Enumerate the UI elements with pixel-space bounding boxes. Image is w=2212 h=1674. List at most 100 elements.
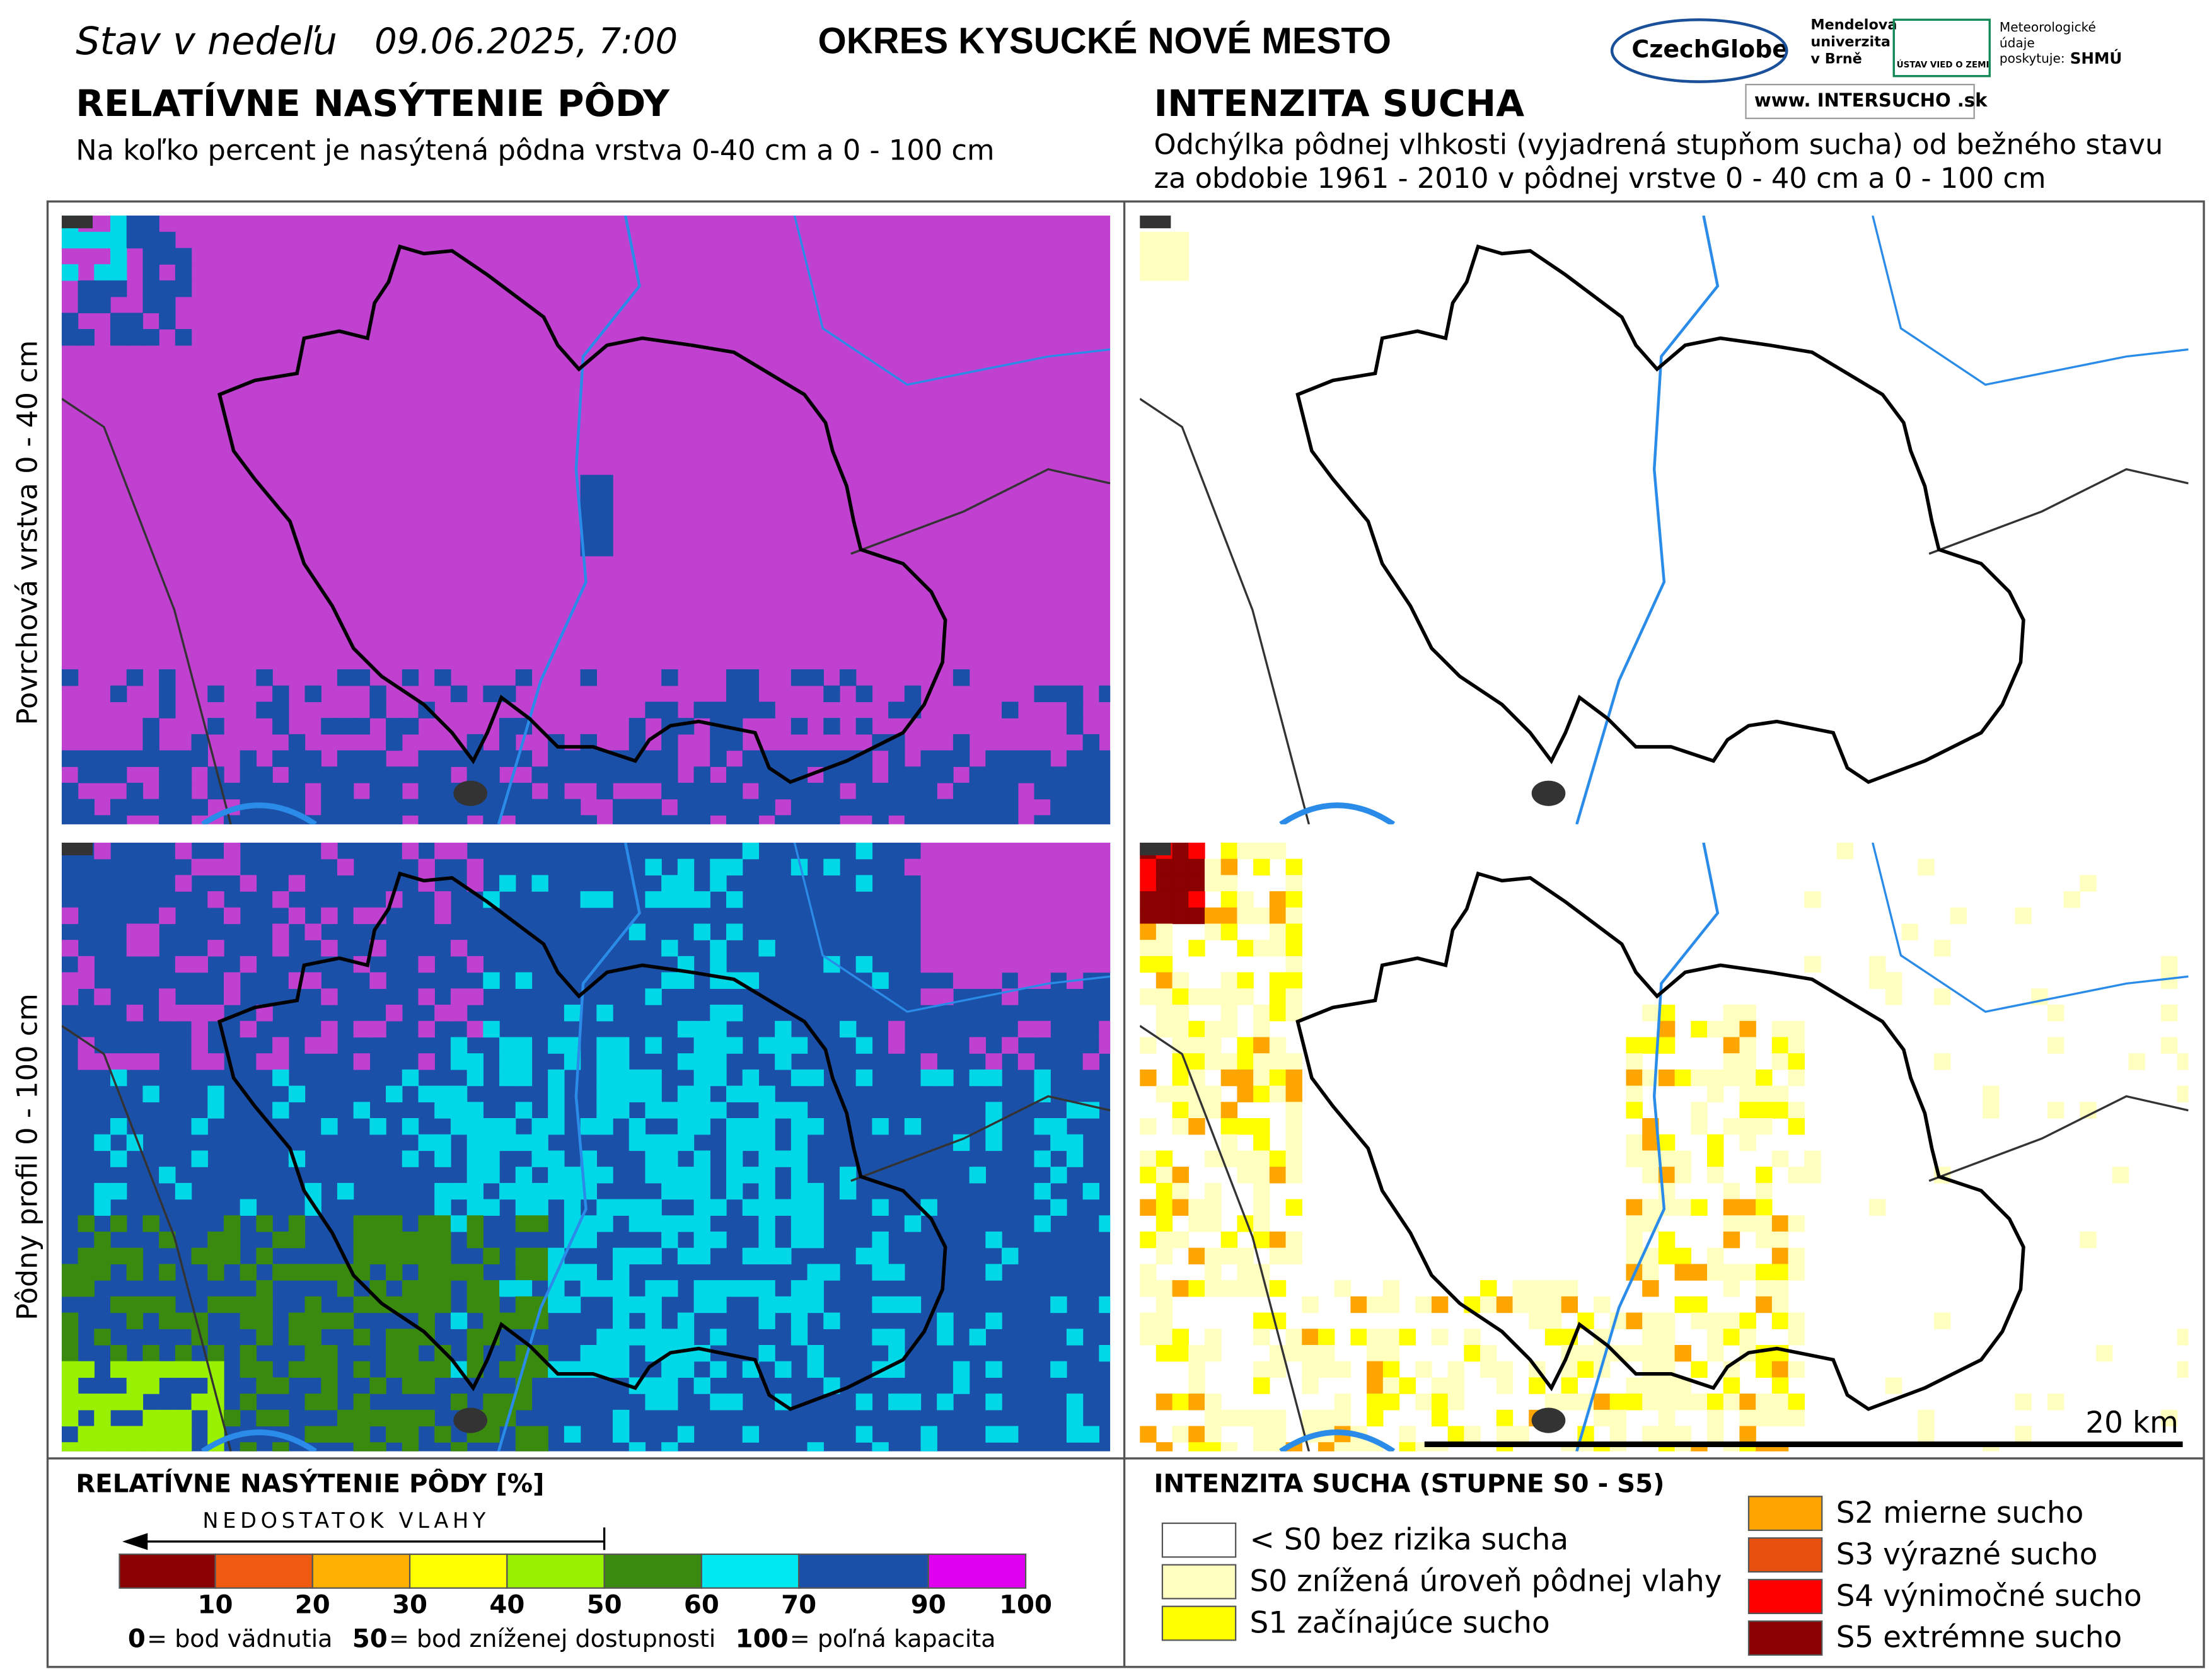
grid-cell bbox=[191, 1053, 208, 1070]
grid-cell bbox=[94, 1182, 111, 1200]
grid-cell bbox=[1674, 1199, 1691, 1216]
grid-cell bbox=[159, 280, 176, 297]
grid-cell bbox=[1756, 1085, 1773, 1102]
grid-cell bbox=[985, 1134, 1002, 1152]
grid-cell bbox=[628, 799, 646, 816]
grid-cell bbox=[191, 1361, 208, 1378]
grid-cell bbox=[499, 1053, 516, 1070]
grid-cell bbox=[758, 1247, 775, 1265]
grid-cell bbox=[1577, 1344, 1594, 1362]
grid-cell bbox=[240, 1394, 257, 1411]
grid-cell bbox=[1771, 1020, 1789, 1038]
grid-cell bbox=[1788, 1037, 1805, 1054]
grid-cell bbox=[418, 1053, 435, 1070]
grid-cell bbox=[1204, 1215, 1222, 1232]
grid-cell bbox=[223, 782, 241, 800]
grid-cell bbox=[985, 875, 1002, 892]
grid-cell bbox=[1950, 907, 1967, 925]
grid-cell bbox=[304, 1394, 321, 1411]
grid-cell bbox=[1464, 1426, 1481, 1443]
grid-cell bbox=[1447, 1377, 1465, 1394]
grid-cell bbox=[256, 701, 273, 719]
grid-cell bbox=[1788, 1069, 1805, 1087]
grid-cell bbox=[1626, 1069, 1643, 1087]
grid-cell bbox=[613, 1329, 630, 1346]
grid-cell bbox=[223, 907, 241, 925]
grid-cell bbox=[775, 782, 792, 800]
grid-cell bbox=[1723, 1312, 1740, 1329]
grid-cell bbox=[1237, 1037, 1254, 1054]
grid-cell bbox=[564, 1426, 581, 1443]
grid-cell bbox=[596, 540, 613, 557]
grid-cell bbox=[758, 1312, 775, 1329]
grid-cell bbox=[613, 1085, 630, 1102]
grid-cell bbox=[78, 296, 95, 313]
grid-cell bbox=[807, 1199, 824, 1216]
grid-cell bbox=[402, 1344, 419, 1362]
grid-cell bbox=[418, 988, 435, 1005]
grid-cell bbox=[1237, 1409, 1254, 1427]
grid-cell bbox=[596, 766, 613, 783]
grid-cell bbox=[1723, 1005, 1740, 1022]
grid-cell bbox=[1707, 1150, 1724, 1167]
grid-cell bbox=[1723, 1182, 1740, 1200]
grid-cell bbox=[1172, 988, 1189, 1005]
grid-cell bbox=[985, 1053, 1002, 1070]
grid-cell bbox=[1140, 1118, 1157, 1135]
legend-swatch bbox=[408, 1553, 508, 1589]
grid-cell bbox=[159, 296, 176, 313]
grid-cell bbox=[1480, 1280, 1497, 1297]
grid-cell bbox=[256, 1215, 273, 1232]
grid-cell bbox=[693, 1280, 710, 1297]
grid-cell bbox=[1155, 858, 1173, 876]
grid-cell bbox=[758, 940, 775, 957]
grid-cell bbox=[1172, 1037, 1189, 1054]
footnote-text: = bod vädnutia bbox=[147, 1625, 332, 1653]
grid-cell bbox=[78, 1426, 95, 1443]
right-subtitle: Odchýlka pôdnej vlhkosti (vyjadrená stup… bbox=[1154, 128, 2163, 161]
grid-cell bbox=[126, 313, 144, 330]
grid-cell bbox=[1739, 1134, 1756, 1152]
grid-cell bbox=[321, 1037, 338, 1054]
grid-cell bbox=[1626, 1037, 1643, 1054]
grid-cell bbox=[2160, 1409, 2178, 1427]
grid-cell bbox=[1771, 1102, 1789, 1119]
grid-cell bbox=[839, 1020, 857, 1038]
grid-cell bbox=[888, 1296, 905, 1313]
grid-cell bbox=[466, 1215, 484, 1232]
grid-cell bbox=[159, 1296, 176, 1313]
grid-cell bbox=[321, 1020, 338, 1038]
grid-cell bbox=[1626, 1377, 1643, 1394]
grid-cell bbox=[548, 815, 565, 824]
grid-cell bbox=[418, 815, 435, 824]
grid-cell bbox=[823, 782, 840, 800]
grid-cell bbox=[1707, 1312, 1724, 1329]
grid-cell bbox=[710, 1199, 727, 1216]
grid-cell bbox=[1788, 1409, 1805, 1427]
grid-cell bbox=[1771, 1377, 1789, 1394]
grid-cell bbox=[1220, 1247, 1238, 1265]
grid-cell bbox=[1140, 1150, 1157, 1167]
grid-cell bbox=[985, 842, 1002, 860]
grid-cell bbox=[1285, 972, 1302, 990]
grid-cell bbox=[677, 815, 695, 824]
grid-cell bbox=[1544, 1394, 1562, 1411]
grid-cell bbox=[1626, 1053, 1643, 1070]
grid-cell bbox=[450, 685, 468, 703]
grid-cell bbox=[499, 734, 516, 751]
grid-cell bbox=[61, 972, 79, 990]
grid-cell bbox=[775, 1053, 792, 1070]
grid-cell bbox=[1099, 858, 1111, 876]
grid-cell bbox=[94, 1394, 111, 1411]
grid-cell bbox=[1099, 1296, 1111, 1313]
grid-cell bbox=[758, 1231, 775, 1249]
grid-cell bbox=[1188, 842, 1205, 860]
grid-cell bbox=[596, 523, 613, 540]
grid-cell bbox=[710, 1329, 727, 1346]
grid-cell bbox=[693, 1377, 710, 1394]
grid-cell bbox=[1285, 891, 1302, 908]
grid-cell bbox=[1204, 1264, 1222, 1281]
grid-cell bbox=[790, 1069, 808, 1087]
grid-cell bbox=[418, 782, 435, 800]
grid-cell bbox=[1756, 1344, 1773, 1362]
